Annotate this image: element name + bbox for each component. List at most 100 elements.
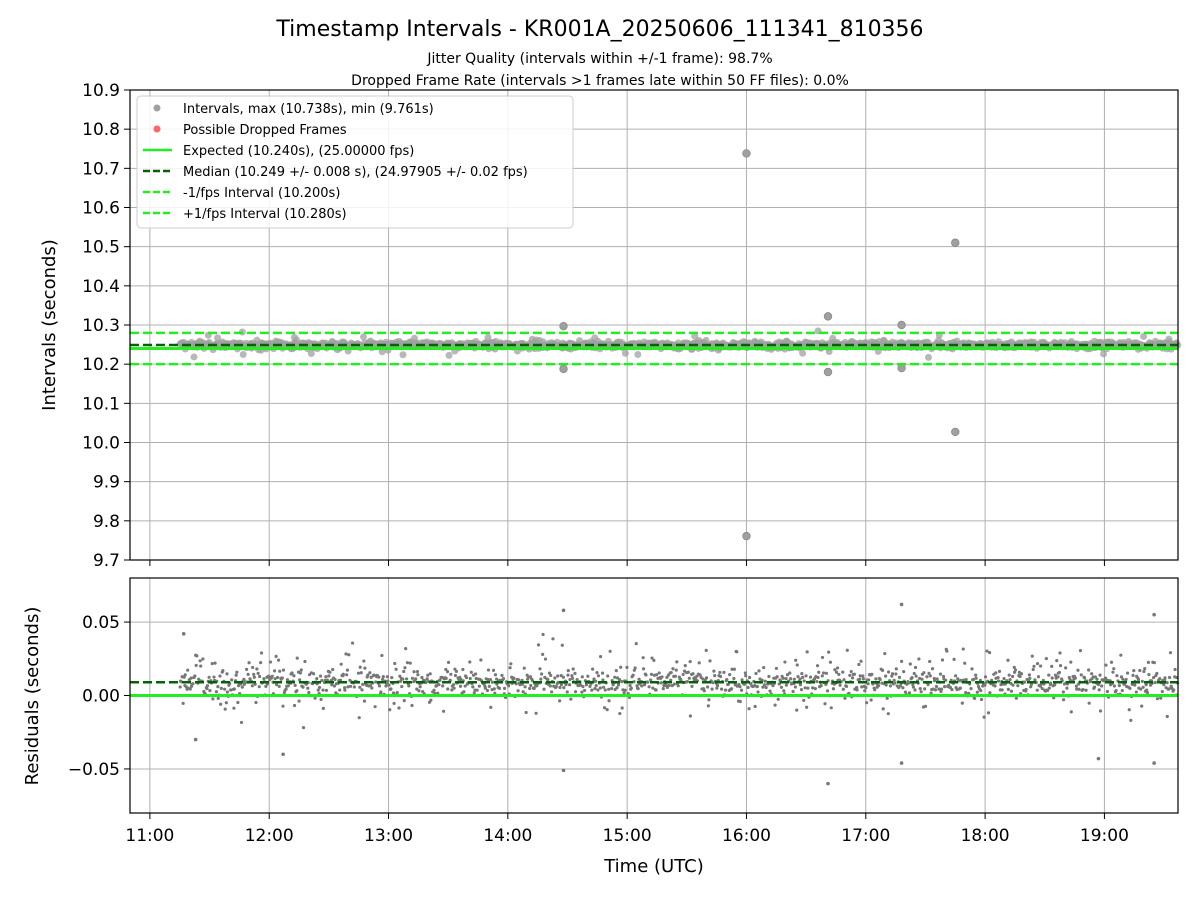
residual-point <box>970 667 974 671</box>
residual-point <box>800 672 804 676</box>
residual-point <box>1075 687 1079 691</box>
residual-point <box>347 653 351 657</box>
residual-point <box>821 671 826 675</box>
residual-point <box>394 667 398 671</box>
residual-point <box>841 687 845 691</box>
residual-point <box>559 683 563 687</box>
residual-point <box>706 685 710 689</box>
residual-point <box>363 666 367 670</box>
residual-point <box>606 674 610 678</box>
residual-point <box>240 685 244 689</box>
residual-point <box>650 656 654 660</box>
residual-point <box>390 676 394 680</box>
residual-point <box>898 684 903 688</box>
residual-point <box>207 675 211 679</box>
residual-point <box>633 666 637 670</box>
residual-point <box>883 651 887 656</box>
residual-point <box>416 673 420 677</box>
residual-point <box>926 682 930 687</box>
residual-point <box>831 687 836 691</box>
residual-point <box>917 657 921 661</box>
residual-point <box>622 691 626 695</box>
residual-point <box>1098 673 1102 677</box>
residual-point <box>710 687 714 691</box>
residual-point <box>348 684 353 688</box>
residual-point <box>892 678 896 682</box>
residual-point <box>858 674 862 678</box>
residual-point <box>883 674 888 678</box>
residual-point <box>781 676 785 680</box>
residual-point <box>596 674 601 678</box>
residual-point <box>270 674 274 678</box>
x-tick-label: 17:00 <box>841 826 890 846</box>
residual-point <box>776 697 780 701</box>
residual-outlier-point <box>561 768 566 773</box>
residual-point <box>1140 704 1144 708</box>
residual-point <box>598 686 602 690</box>
residual-point <box>558 685 562 690</box>
residual-outlier-point <box>193 737 198 742</box>
residual-point <box>928 674 932 678</box>
residual-point <box>345 668 350 672</box>
residual-point <box>403 666 407 670</box>
legend-label: -1/fps Interval (10.200s) <box>183 186 340 201</box>
residual-point <box>747 707 751 711</box>
residual-point <box>1155 671 1159 676</box>
residual-point <box>880 668 885 672</box>
residual-point <box>934 684 939 689</box>
residual-point <box>400 684 404 689</box>
residual-point <box>983 683 987 687</box>
residual-point <box>488 677 493 682</box>
residual-point <box>873 688 877 692</box>
residual-point <box>1155 697 1160 701</box>
residual-point <box>923 704 928 708</box>
residual-point <box>850 676 855 680</box>
residual-point <box>221 668 225 673</box>
residual-point <box>534 711 538 715</box>
residual-point <box>685 680 690 684</box>
interval-point <box>1140 332 1148 340</box>
residual-point <box>472 691 476 695</box>
residual-point <box>704 676 709 680</box>
residual-point <box>598 655 603 659</box>
residual-point <box>755 684 759 689</box>
residual-point <box>718 674 723 679</box>
residuals-y-tick-label: 0.05 <box>82 613 120 633</box>
residual-point <box>230 678 234 682</box>
residual-outlier-point <box>281 752 285 757</box>
residual-point <box>949 678 953 682</box>
residual-point <box>562 686 566 690</box>
residual-point <box>295 689 299 693</box>
residual-point <box>829 706 833 710</box>
residual-point <box>306 686 310 690</box>
residual-point <box>672 682 676 686</box>
residual-point <box>828 660 833 664</box>
residual-point <box>386 679 390 683</box>
residual-point <box>392 701 396 706</box>
residual-point <box>333 677 337 682</box>
residual-point <box>360 688 364 692</box>
residual-point <box>449 672 453 676</box>
intervals-y-tick-label: 10.2 <box>82 355 120 375</box>
residual-point <box>994 671 998 675</box>
residual-point <box>489 705 493 709</box>
residual-point <box>1068 677 1072 682</box>
residual-point <box>366 673 370 677</box>
residual-point <box>468 676 472 681</box>
residual-point <box>358 685 362 689</box>
residual-point <box>1006 687 1010 692</box>
residual-point <box>925 675 929 679</box>
residual-point <box>725 677 729 682</box>
residual-point <box>1162 683 1166 687</box>
residual-point <box>681 672 685 677</box>
residual-point <box>795 708 799 712</box>
residual-point <box>605 708 609 712</box>
residual-point <box>722 670 726 674</box>
residual-point <box>860 685 864 689</box>
residual-point <box>1011 683 1015 687</box>
residual-point <box>841 670 845 674</box>
residual-point <box>569 697 573 701</box>
residuals-panel: −0.05 0.00 0.05 11:00 12:00 13:00 14:00 15:00 16… <box>68 577 1180 846</box>
residual-point <box>975 690 979 694</box>
residual-point <box>224 701 228 705</box>
